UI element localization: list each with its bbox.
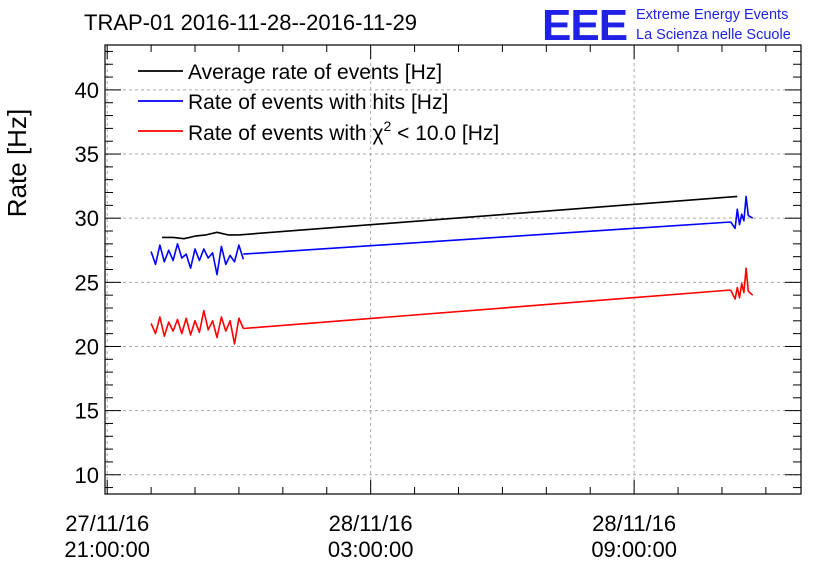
series-chi2-rate-segment-2	[729, 267, 754, 300]
series-average-rate-segment-1	[238, 195, 738, 236]
y-axis: 10 15 20 25 30 35 40	[75, 50, 801, 489]
ytick-label: 40	[75, 78, 99, 103]
xtick-date-label: 28/11/16	[329, 511, 413, 536]
legend-label-chi2: Rate of events with χ2 < 10.0 [Hz]	[188, 118, 499, 145]
xtick-date-label: 28/11/16	[592, 511, 676, 536]
brand-line-2: La Scienza nelle Scuole	[636, 27, 791, 43]
series-hits-rate-segment-1	[243, 221, 731, 255]
eee-logo: EEE	[542, 1, 627, 50]
legend-chi2-suffix: < 10.0 [Hz]	[391, 122, 499, 145]
series-hits-rate-segment-0	[150, 243, 245, 276]
xtick-time-label: 03:00:00	[328, 537, 414, 562]
series-chi2-rate-segment-0	[150, 309, 245, 345]
ytick-label: 15	[75, 399, 99, 424]
ytick-label: 10	[75, 463, 99, 488]
brand-line-1: Extreme Energy Events	[636, 7, 788, 23]
xtick-date-label: 27/11/16	[65, 511, 149, 536]
legend: Average rate of events [Hz] Rate of even…	[138, 61, 499, 145]
legend-label-average: Average rate of events [Hz]	[188, 61, 442, 84]
series-average-rate-segment-0	[162, 231, 239, 240]
series-group	[150, 195, 754, 345]
xtick-time-label: 09:00:00	[591, 537, 677, 562]
legend-label-hits: Rate of events with hits [Hz]	[188, 91, 448, 114]
legend-chi2-prefix: Rate of events with	[188, 122, 372, 145]
ytick-label: 25	[75, 270, 99, 295]
ytick-label: 30	[75, 206, 99, 231]
x-axis: 27/11/1621:00:0028/11/1603:00:0028/11/16…	[64, 45, 767, 562]
series-hits-rate-segment-2	[730, 195, 754, 230]
legend-chi-symbol: χ	[372, 122, 383, 145]
ytick-label: 20	[75, 334, 99, 359]
chart-title: TRAP-01 2016-11-28--2016-11-29	[84, 10, 417, 35]
ytick-label: 35	[75, 142, 99, 167]
y-axis-label: Rate [Hz]	[2, 109, 32, 217]
legend-chi-superscript: 2	[383, 118, 391, 134]
xtick-time-label: 21:00:00	[64, 537, 150, 562]
series-chi2-rate-segment-1	[243, 289, 731, 330]
